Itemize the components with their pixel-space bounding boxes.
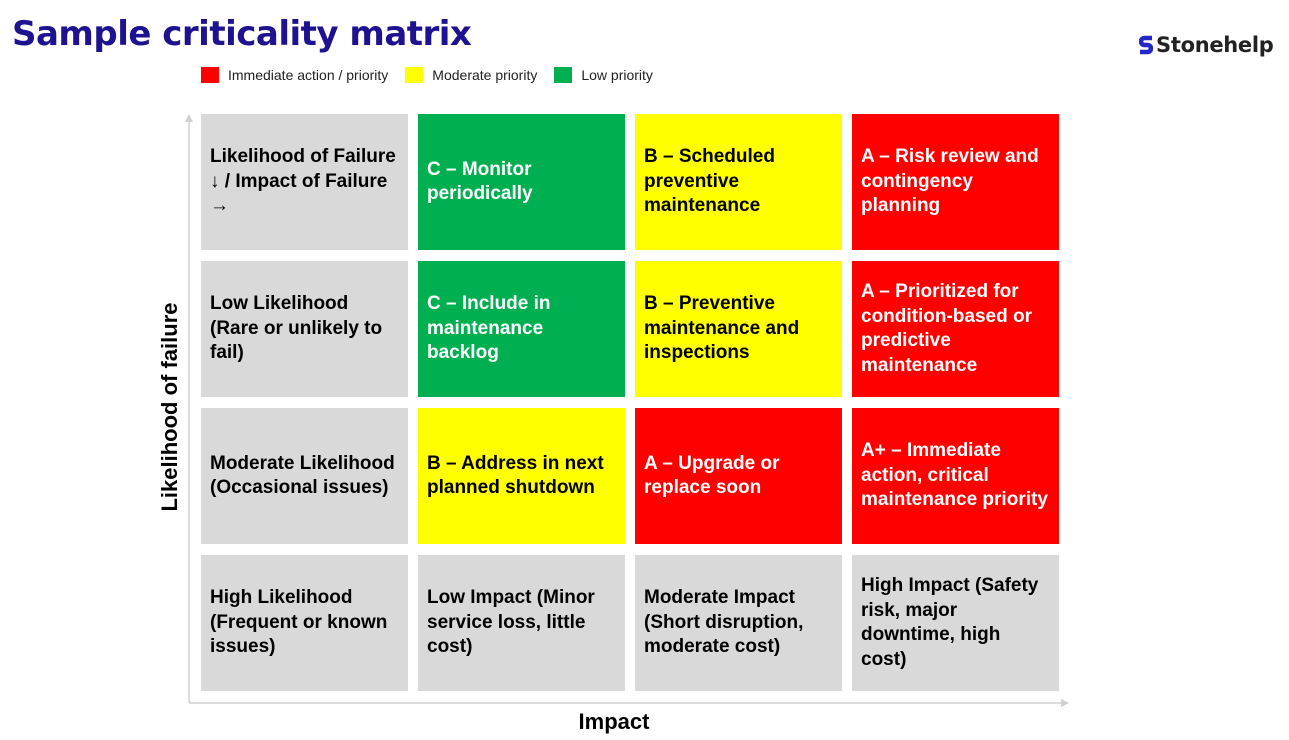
matrix-cell-text: High Likelihood (Frequent or known issue… <box>210 587 388 658</box>
matrix-cell: A – Upgrade or replace soon <box>635 408 842 544</box>
matrix-cell: Likelihood of Failure ↓ / Impact of Fail… <box>201 114 408 250</box>
matrix-cell-text: Likelihood of Failure ↓ / Impact of Fail… <box>210 146 396 217</box>
legend-swatch-red <box>201 67 219 83</box>
matrix-cell: B – Scheduled preventive maintenance <box>635 114 842 250</box>
stonehelp-s-logo-icon <box>1139 35 1153 55</box>
legend-label-immediate: Immediate action / priority <box>228 67 389 83</box>
brand-logo: Stonehelp <box>1139 33 1274 57</box>
matrix-cell: B – Preventive maintenance and inspectio… <box>635 261 842 397</box>
matrix-cell-text: A – Upgrade or replace soon <box>644 452 780 499</box>
matrix-cell: Moderate Impact (Short disruption, moder… <box>635 555 842 691</box>
matrix-cell-text: Low Likelihood (Rare or unlikely to fail… <box>210 293 383 364</box>
matrix-cell: High Likelihood (Frequent or known issue… <box>201 555 408 691</box>
matrix-cell-text: C – Include in maintenance backlog <box>427 293 551 364</box>
y-axis-arrowhead-icon <box>185 114 193 122</box>
legend-label-moderate: Moderate priority <box>432 67 538 83</box>
y-axis-label: Likelihood of failure <box>157 302 182 512</box>
matrix-cell-text: Moderate Impact (Short disruption, moder… <box>644 587 804 658</box>
legend-swatch-yellow <box>405 67 424 83</box>
matrix-cell: High Impact (Safety risk, major downtime… <box>852 555 1059 691</box>
matrix-cell: Low Impact (Minor service loss, little c… <box>418 555 625 691</box>
matrix-cell-text: B – Scheduled preventive maintenance <box>644 146 775 217</box>
matrix-cell: Moderate Likelihood (Occasional issues) <box>201 408 408 544</box>
matrix-cell: B – Address in next planned shutdown <box>418 408 625 544</box>
brand-name: Stonehelp <box>1156 33 1274 57</box>
matrix-cell: A – Risk review and contingency planning <box>852 114 1059 250</box>
matrix-cell: A+ – Immediate action, critical maintena… <box>852 408 1059 544</box>
legend-item-immediate: Immediate action / priority <box>201 67 388 83</box>
matrix-cell: C – Monitor periodically <box>418 114 625 250</box>
page-title: Sample criticality matrix <box>12 14 472 54</box>
x-axis-label: Impact <box>578 709 650 734</box>
matrix-cell: Low Likelihood (Rare or unlikely to fail… <box>201 261 408 397</box>
matrix-cell-text: A – Risk review and contingency planning <box>861 146 1039 217</box>
legend-item-moderate: Moderate priority <box>405 67 537 83</box>
matrix-cell-text: Moderate Likelihood (Occasional issues) <box>210 452 395 499</box>
legend: Immediate action / priority Moderate pri… <box>201 67 670 83</box>
matrix-cell: C – Include in maintenance backlog <box>418 261 625 397</box>
matrix-cell-text: Low Impact (Minor service loss, little c… <box>427 587 595 658</box>
legend-swatch-green <box>554 67 573 83</box>
matrix-cell-text: B – Address in next planned shutdown <box>427 452 604 499</box>
criticality-matrix: Likelihood of Failure ↓ / Impact of Fail… <box>201 114 1059 691</box>
matrix-cell-text: A – Prioritized for condition-based or p… <box>861 281 1032 376</box>
legend-item-low: Low priority <box>554 67 653 83</box>
matrix-cell: A – Prioritized for condition-based or p… <box>852 261 1059 397</box>
matrix-cell-text: High Impact (Safety risk, major downtime… <box>861 575 1039 670</box>
legend-label-low: Low priority <box>581 67 653 83</box>
x-axis-arrowhead-icon <box>1061 699 1069 707</box>
matrix-cell-text: A+ – Immediate action, critical maintena… <box>861 440 1048 511</box>
matrix-cell-text: C – Monitor periodically <box>427 158 533 205</box>
matrix-cell-text: B – Preventive maintenance and inspectio… <box>644 293 800 364</box>
